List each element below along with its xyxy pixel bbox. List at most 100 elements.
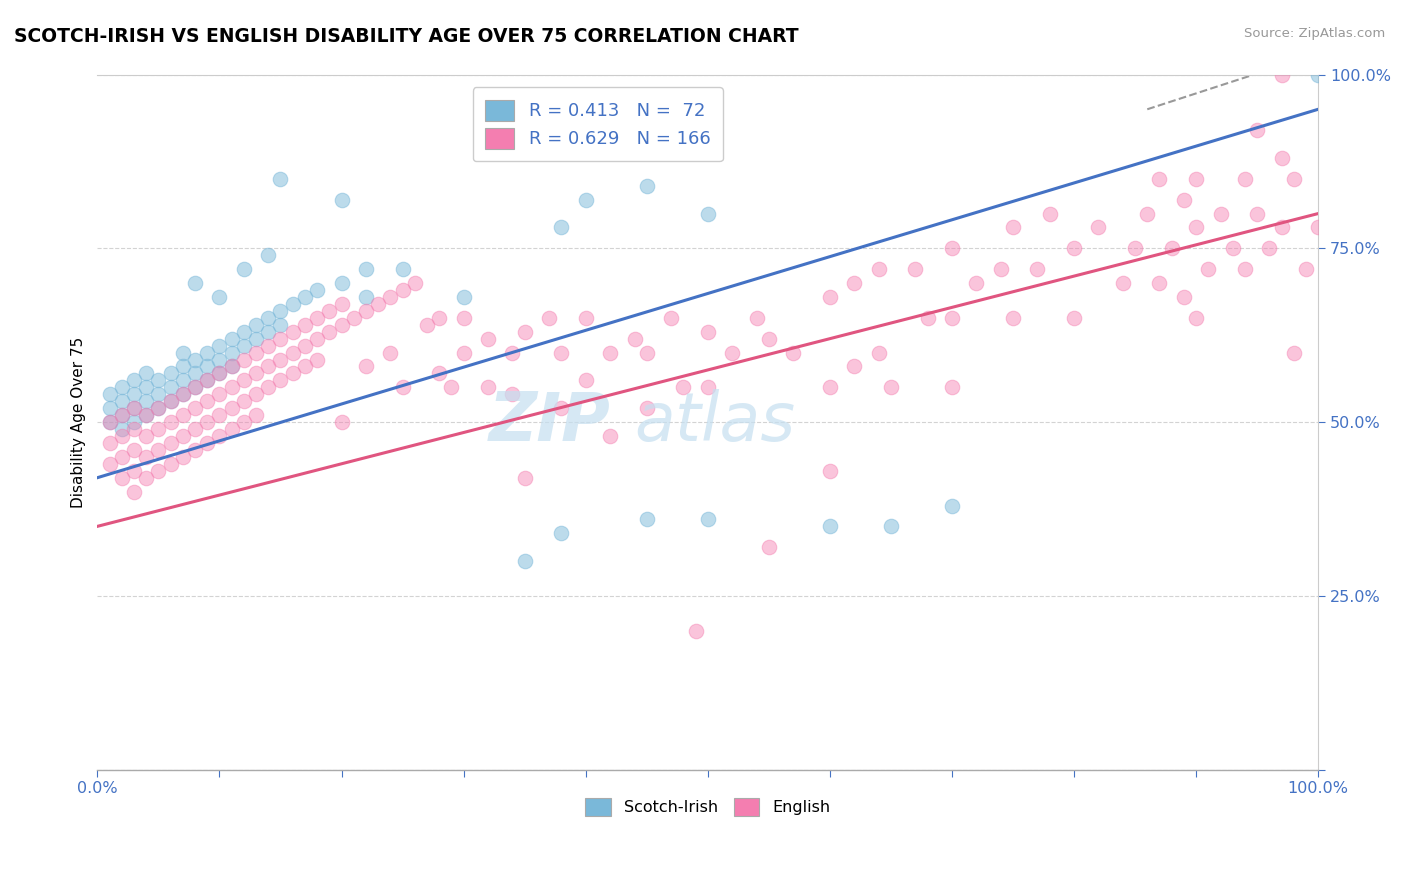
Point [232, 338, 254, 352]
Point [1063, 310, 1085, 325]
Point [172, 387, 194, 401]
Point [245, 387, 267, 401]
Point [1308, 68, 1330, 82]
Point [111, 408, 134, 422]
Point [1271, 220, 1294, 235]
Text: Source: ZipAtlas.com: Source: ZipAtlas.com [1244, 27, 1385, 40]
Point [98, 457, 121, 471]
Point [148, 401, 170, 416]
Point [745, 310, 768, 325]
Point [453, 310, 475, 325]
Point [232, 415, 254, 429]
Point [1001, 310, 1024, 325]
Point [330, 297, 353, 311]
Y-axis label: Disability Age Over 75: Disability Age Over 75 [72, 336, 86, 508]
Point [1160, 241, 1182, 255]
Point [221, 359, 243, 374]
Point [1246, 206, 1268, 220]
Point [636, 401, 658, 416]
Point [513, 471, 536, 485]
Point [1185, 310, 1208, 325]
Point [245, 345, 267, 359]
Point [1295, 262, 1317, 277]
Point [818, 290, 841, 304]
Point [281, 325, 304, 339]
Point [172, 359, 194, 374]
Point [513, 325, 536, 339]
Point [184, 380, 207, 394]
Point [721, 345, 744, 359]
Point [257, 310, 280, 325]
Point [1026, 262, 1049, 277]
Point [501, 345, 523, 359]
Point [148, 401, 170, 416]
Point [111, 450, 134, 464]
Point [990, 262, 1012, 277]
Point [575, 193, 598, 207]
Point [1039, 206, 1062, 220]
Point [513, 554, 536, 568]
Point [245, 332, 267, 346]
Point [659, 310, 682, 325]
Point [1149, 276, 1171, 290]
Point [391, 283, 413, 297]
Point [111, 422, 134, 436]
Point [1185, 171, 1208, 186]
Point [367, 297, 389, 311]
Point [550, 526, 572, 541]
Point [159, 457, 181, 471]
Point [965, 276, 987, 290]
Point [135, 450, 157, 464]
Point [1123, 241, 1146, 255]
Point [550, 220, 572, 235]
Point [416, 318, 439, 332]
Point [1258, 241, 1281, 255]
Point [172, 373, 194, 387]
Point [599, 429, 621, 443]
Point [623, 332, 645, 346]
Point [868, 262, 890, 277]
Point [1282, 345, 1305, 359]
Point [1112, 276, 1135, 290]
Point [159, 436, 181, 450]
Point [172, 345, 194, 359]
Point [281, 297, 304, 311]
Point [257, 325, 280, 339]
Point [269, 373, 291, 387]
Point [818, 464, 841, 478]
Point [880, 380, 903, 394]
Point [696, 325, 718, 339]
Point [941, 380, 963, 394]
Point [135, 408, 157, 422]
Point [696, 380, 718, 394]
Point [917, 310, 939, 325]
Point [122, 373, 145, 387]
Point [232, 373, 254, 387]
Point [159, 394, 181, 409]
Point [98, 415, 121, 429]
Text: atlas: atlas [634, 389, 796, 455]
Point [281, 345, 304, 359]
Point [257, 380, 280, 394]
Point [550, 345, 572, 359]
Point [453, 345, 475, 359]
Point [269, 171, 291, 186]
Point [195, 436, 218, 450]
Point [1282, 171, 1305, 186]
Point [195, 415, 218, 429]
Point [221, 422, 243, 436]
Point [148, 464, 170, 478]
Point [636, 512, 658, 526]
Point [575, 373, 598, 387]
Legend: Scotch-Irish, English: Scotch-Irish, English [578, 789, 838, 824]
Point [184, 442, 207, 457]
Point [148, 422, 170, 436]
Point [135, 367, 157, 381]
Point [550, 401, 572, 416]
Point [195, 373, 218, 387]
Point [575, 310, 598, 325]
Point [184, 352, 207, 367]
Point [221, 401, 243, 416]
Point [904, 262, 927, 277]
Point [636, 178, 658, 193]
